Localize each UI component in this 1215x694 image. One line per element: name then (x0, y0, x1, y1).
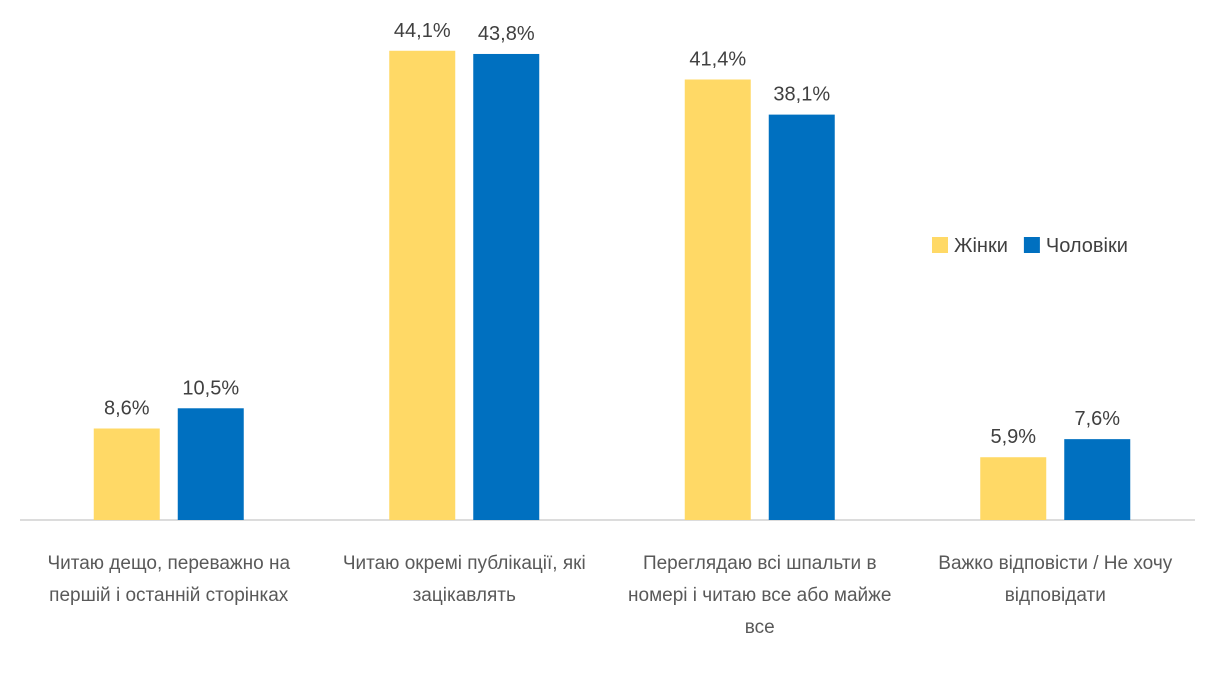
bar (389, 50, 456, 520)
bar (93, 428, 160, 520)
value-label: 10,5% (182, 377, 239, 399)
bar (177, 408, 244, 520)
value-label: 41,4% (689, 49, 746, 71)
value-label: 8,6% (104, 397, 150, 419)
legend-label: Чоловіки (1046, 235, 1128, 257)
value-label: 38,1% (773, 84, 830, 106)
bar (473, 53, 540, 521)
legend-swatch (932, 237, 948, 253)
value-label: 43,8% (478, 23, 535, 45)
x-tick-label: Переглядаю всі шпальти в номері і читаю … (628, 553, 892, 638)
bar (768, 114, 835, 520)
value-label: 5,9% (990, 426, 1036, 448)
x-tick-label: Читаю окремі публікації, які зацікавлять (342, 553, 586, 606)
legend-label: Жінки (954, 235, 1008, 257)
bar (1064, 439, 1131, 520)
x-tick-label: Важко відповісти / Не хочу відповідати (938, 553, 1173, 606)
value-label: 7,6% (1074, 408, 1120, 430)
legend-swatch (1023, 237, 1040, 253)
x-tick-label: Читаю дещо, переважно на першій і останн… (47, 553, 291, 606)
value-label: 44,1% (394, 20, 451, 42)
bar (980, 457, 1047, 520)
bar (684, 79, 751, 520)
